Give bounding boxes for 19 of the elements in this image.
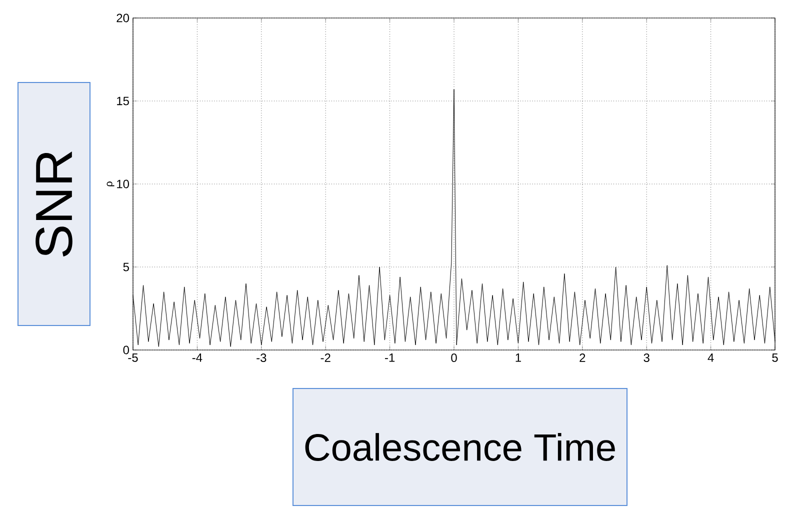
text: ρ xyxy=(106,182,114,186)
y-axis-title: SNR xyxy=(36,152,72,257)
x-axis-title: Coalescence Time xyxy=(305,433,615,461)
y-tick-label: 20 xyxy=(116,14,130,22)
y-tick-label: 5 xyxy=(123,262,129,272)
x-tick-label: -2 xyxy=(320,354,330,362)
x-tick-label: 5 xyxy=(772,354,778,362)
x-tick-label: 2 xyxy=(580,354,586,362)
x-tick-label: -5 xyxy=(128,354,138,362)
y-tick-label: 15 xyxy=(117,96,129,106)
x-tick-label: 0 xyxy=(451,354,457,362)
x-tick-label: 4 xyxy=(708,354,714,362)
x-tick-label: -1 xyxy=(385,354,395,362)
x-tick-label: -4 xyxy=(192,354,202,362)
x-tick-label: 3 xyxy=(644,354,650,362)
y-tick-label: 10 xyxy=(117,180,130,188)
x-tick-label: 1 xyxy=(516,354,521,362)
x-tick-label: -3 xyxy=(256,354,266,362)
y-tick-label: 0 xyxy=(123,346,130,354)
